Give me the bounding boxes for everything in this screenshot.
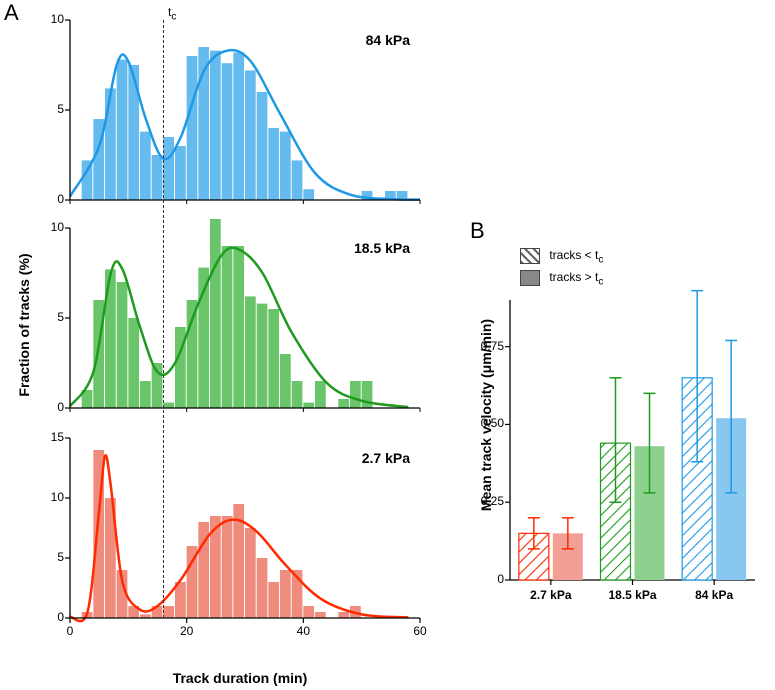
histogram-bar	[303, 189, 314, 200]
histogram-bar	[257, 92, 268, 200]
ytick-label: 10	[40, 12, 64, 26]
group-label: 84 kPa	[674, 588, 754, 602]
xtick-label: 20	[175, 624, 199, 638]
panel-b-legend: tracks < tc tracks > tc	[520, 248, 603, 291]
histogram-bar	[233, 246, 244, 408]
xtick-label: 0	[58, 624, 82, 638]
panel-a-label: A	[4, 0, 19, 26]
ytick-label: 0	[40, 192, 64, 206]
ytick-label: 5	[40, 102, 64, 116]
ytick-label: 0.50	[472, 416, 504, 430]
histogram-bar	[280, 132, 291, 200]
subplot-title: 2.7 kPa	[362, 450, 410, 466]
histogram-bar	[245, 528, 256, 618]
panel-a-ylabel: Fraction of tracks (%)	[16, 235, 32, 415]
histogram-bar	[163, 137, 174, 200]
xtick-label: 40	[291, 624, 315, 638]
histogram-bar	[210, 219, 221, 408]
histogram-bar	[140, 381, 151, 408]
histogram-bar	[292, 160, 303, 200]
histogram-bar	[105, 88, 116, 200]
subplot-title: 84 kPa	[366, 32, 410, 48]
histogram-bar	[268, 582, 279, 618]
histogram-bar	[163, 606, 174, 618]
histogram-bar	[222, 516, 233, 618]
histogram-bar	[338, 399, 349, 408]
histogram-bar	[245, 296, 256, 408]
ytick-label: 15	[40, 430, 64, 444]
panel-b-label: B	[470, 218, 485, 244]
histogram-bar	[187, 300, 198, 408]
ytick-label: 0	[40, 610, 64, 624]
ytick-label: 0	[40, 400, 64, 414]
histogram-bar	[152, 155, 163, 200]
histogram-bar	[222, 246, 233, 408]
histogram-bar	[187, 56, 198, 200]
histogram-bar	[245, 70, 256, 200]
histogram-bar	[233, 52, 244, 200]
histogram-bar	[303, 606, 314, 618]
histogram-bar	[140, 132, 151, 200]
histogram-bar	[292, 381, 303, 408]
histogram-bar	[175, 146, 186, 200]
group-label: 18.5 kPa	[593, 588, 673, 602]
histogram-bar	[163, 403, 174, 408]
histogram-bar	[338, 612, 349, 618]
histogram-bar	[268, 309, 279, 408]
tc-dashed-line	[163, 20, 164, 618]
histogram-bar	[222, 63, 233, 200]
histogram-bar	[268, 128, 279, 200]
histogram-bar	[210, 51, 221, 200]
panel-a-xlabel: Track duration (min)	[150, 670, 330, 686]
histogram-bar	[128, 318, 139, 408]
histogram-bar	[280, 570, 291, 618]
subplot-title: 18.5 kPa	[354, 240, 410, 256]
histogram-subplot: 051018.5 kPa	[70, 228, 420, 408]
histogram-bar	[350, 381, 361, 408]
histogram-bar	[117, 60, 128, 200]
histogram-subplot: 051084 kPa	[70, 20, 420, 200]
histogram-bar	[128, 65, 139, 200]
histogram-bar	[315, 612, 326, 618]
xtick-label: 60	[408, 624, 432, 638]
ytick-label: 0.75	[472, 339, 504, 353]
histogram-bar	[257, 304, 268, 408]
histogram-bar	[315, 381, 326, 408]
ytick-label: 10	[40, 220, 64, 234]
histogram-subplot: 05101502040602.7 kPa	[70, 438, 420, 618]
histogram-bar	[257, 558, 268, 618]
ytick-label: 0	[472, 572, 504, 586]
histogram-bar	[175, 582, 186, 618]
histogram-bar	[117, 282, 128, 408]
histogram-bar	[303, 403, 314, 408]
histogram-bar	[280, 354, 291, 408]
group-label: 2.7 kPa	[511, 588, 591, 602]
ytick-label: 5	[40, 310, 64, 324]
ytick-label: 5	[40, 550, 64, 564]
ytick-label: 10	[40, 490, 64, 504]
ytick-label: 0.25	[472, 494, 504, 508]
